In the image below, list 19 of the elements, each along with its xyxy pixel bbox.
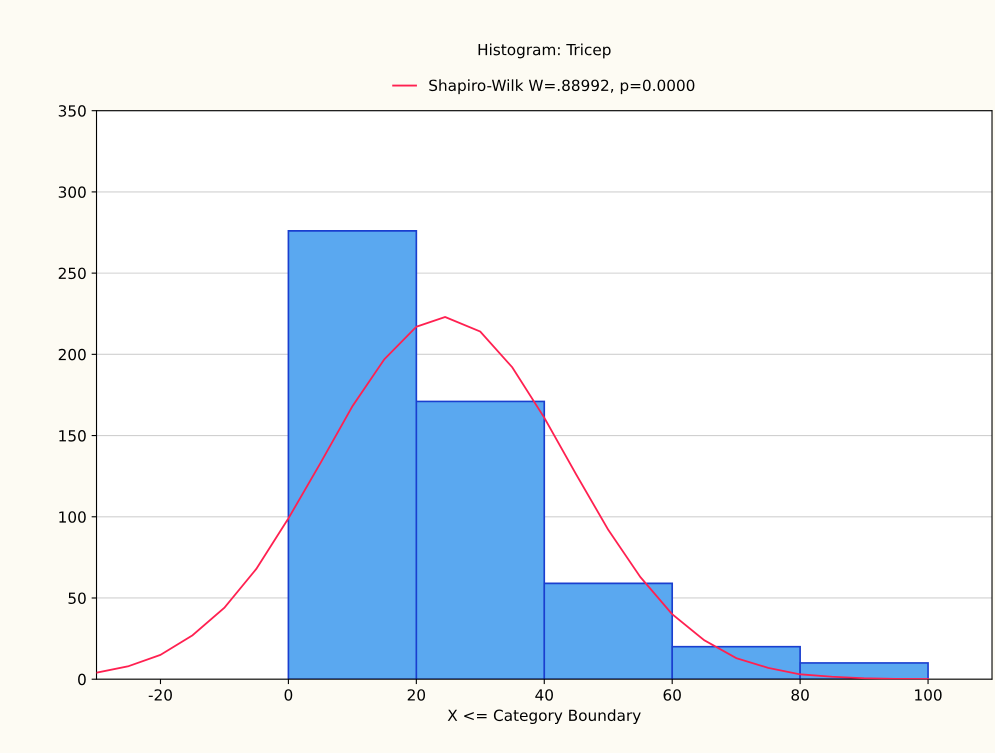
x-tick-label: 0 [284,689,292,701]
x-tick-label: 60 [664,689,681,701]
y-tick-label: 350 [58,105,86,117]
x-tick-label: 20 [408,689,426,701]
y-tick-label: 50 [68,592,86,604]
y-tick-label: 300 [58,186,86,198]
x-axis-title: X <= Category Boundary [448,709,641,724]
chart-title: Histogram: Tricep [478,44,611,58]
x-tick-label: 100 [915,689,942,701]
x-tick-label: -20 [148,689,172,701]
y-tick-label: 200 [58,348,86,360]
x-tick-label: 40 [535,689,553,701]
legend-label: Shapiro-Wilk W=.88992, p=0.0000 [429,79,694,94]
line-series [96,316,929,680]
x-tick-label: 80 [791,689,809,701]
y-tick-label: 0 [78,674,86,686]
y-tick-label: 100 [59,511,86,523]
y-tick-label: 150 [59,430,86,442]
y-tick-label: 250 [58,268,86,280]
